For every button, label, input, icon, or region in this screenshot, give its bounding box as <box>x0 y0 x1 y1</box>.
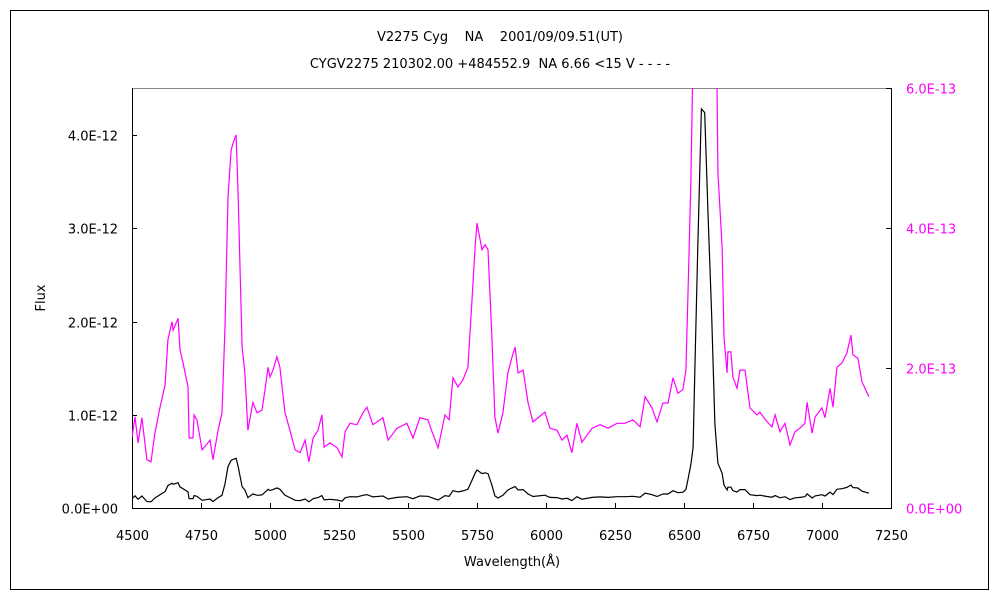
x-tick-label: 6500 <box>668 529 701 544</box>
x-tick-label: 5750 <box>461 529 494 544</box>
y-axis-label: Flux <box>34 284 49 311</box>
right-y-tick-label: 0.0E+00 <box>906 503 962 518</box>
x-tick-label: 4750 <box>185 529 218 544</box>
flux-line-left-axis <box>132 107 870 503</box>
x-tick-label: 4500 <box>116 529 149 544</box>
left-y-tick-label: 3.0E-12 <box>68 223 118 238</box>
left-y-tick-label: 2.0E-12 <box>68 317 118 332</box>
x-tick-label: 5000 <box>254 529 287 544</box>
x-tick-label: 6250 <box>599 529 632 544</box>
x-axis-label: Wavelength(Å) <box>464 554 560 570</box>
x-tick-label: 5250 <box>323 529 356 544</box>
left-y-tick-label: 1.0E-12 <box>68 410 118 425</box>
x-tick-label: 7000 <box>806 529 839 544</box>
right-y-tick-label: 6.0E-13 <box>906 83 956 98</box>
chart-title: V2275 Cyg NA 2001/09/09.51(UT) <box>377 30 623 45</box>
flux-line-right-axis <box>132 88 870 463</box>
left-y-tick-label: 0.0E+00 <box>62 503 118 518</box>
x-tick-label: 6000 <box>530 529 563 544</box>
right-y-tick-label: 4.0E-13 <box>906 223 956 238</box>
left-y-tick-label: 4.0E-12 <box>68 130 118 145</box>
chart-frame <box>10 10 989 590</box>
chart-subtitle: CYGV2275 210302.00 +484552.9 NA 6.66 <15… <box>310 57 670 72</box>
x-tick-label: 7250 <box>875 529 908 544</box>
right-y-tick-label: 2.0E-13 <box>906 363 956 378</box>
x-tick-label: 5500 <box>392 529 425 544</box>
x-tick-label: 6750 <box>737 529 770 544</box>
